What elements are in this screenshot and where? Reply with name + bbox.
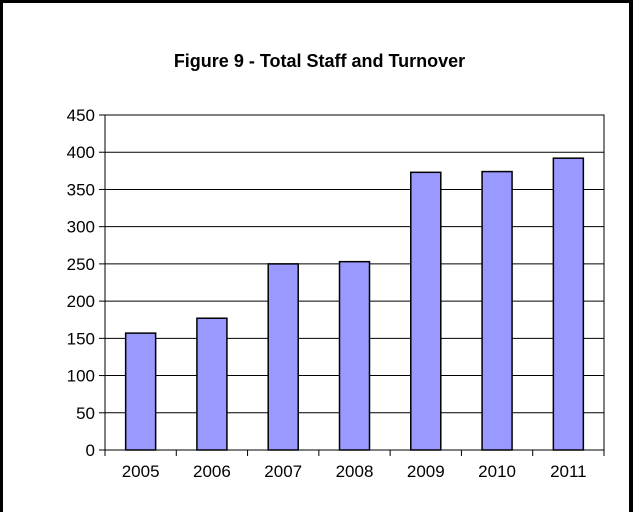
y-tick-label: 400 xyxy=(67,143,95,162)
y-tick-label: 0 xyxy=(86,441,95,460)
x-tick-label: 2008 xyxy=(336,462,374,481)
bar-2005 xyxy=(124,332,157,451)
x-tick-label: 2005 xyxy=(122,462,160,481)
bar-2008 xyxy=(338,260,371,451)
bar-2010 xyxy=(481,170,513,451)
x-tick-label: 2009 xyxy=(407,462,445,481)
y-tick-label: 350 xyxy=(67,180,95,199)
y-tick-label: 250 xyxy=(67,255,95,274)
bar-chart: 0 50 100 150 200 250 300 350 400 450 2005 2006 2007 2… xyxy=(67,106,605,481)
y-tick-label: 200 xyxy=(67,292,95,311)
y-tick-label: 50 xyxy=(76,404,95,423)
bar-2011 xyxy=(552,157,585,451)
x-tick-label: 2007 xyxy=(264,462,302,481)
y-tick-label: 100 xyxy=(67,367,95,386)
y-tick-label: 300 xyxy=(67,218,95,237)
x-tick-label: 2011 xyxy=(550,462,587,481)
bar-2009 xyxy=(410,171,442,451)
bar-2006 xyxy=(196,317,228,451)
x-tick-label: 2010 xyxy=(478,462,516,481)
x-tick-label: 2006 xyxy=(193,462,231,481)
bar-2007 xyxy=(267,263,299,451)
y-tick-label: 150 xyxy=(67,329,95,348)
y-tick-label: 450 xyxy=(67,106,95,125)
chart-title: Figure 9 - Total Staff and Turnover xyxy=(173,51,466,71)
